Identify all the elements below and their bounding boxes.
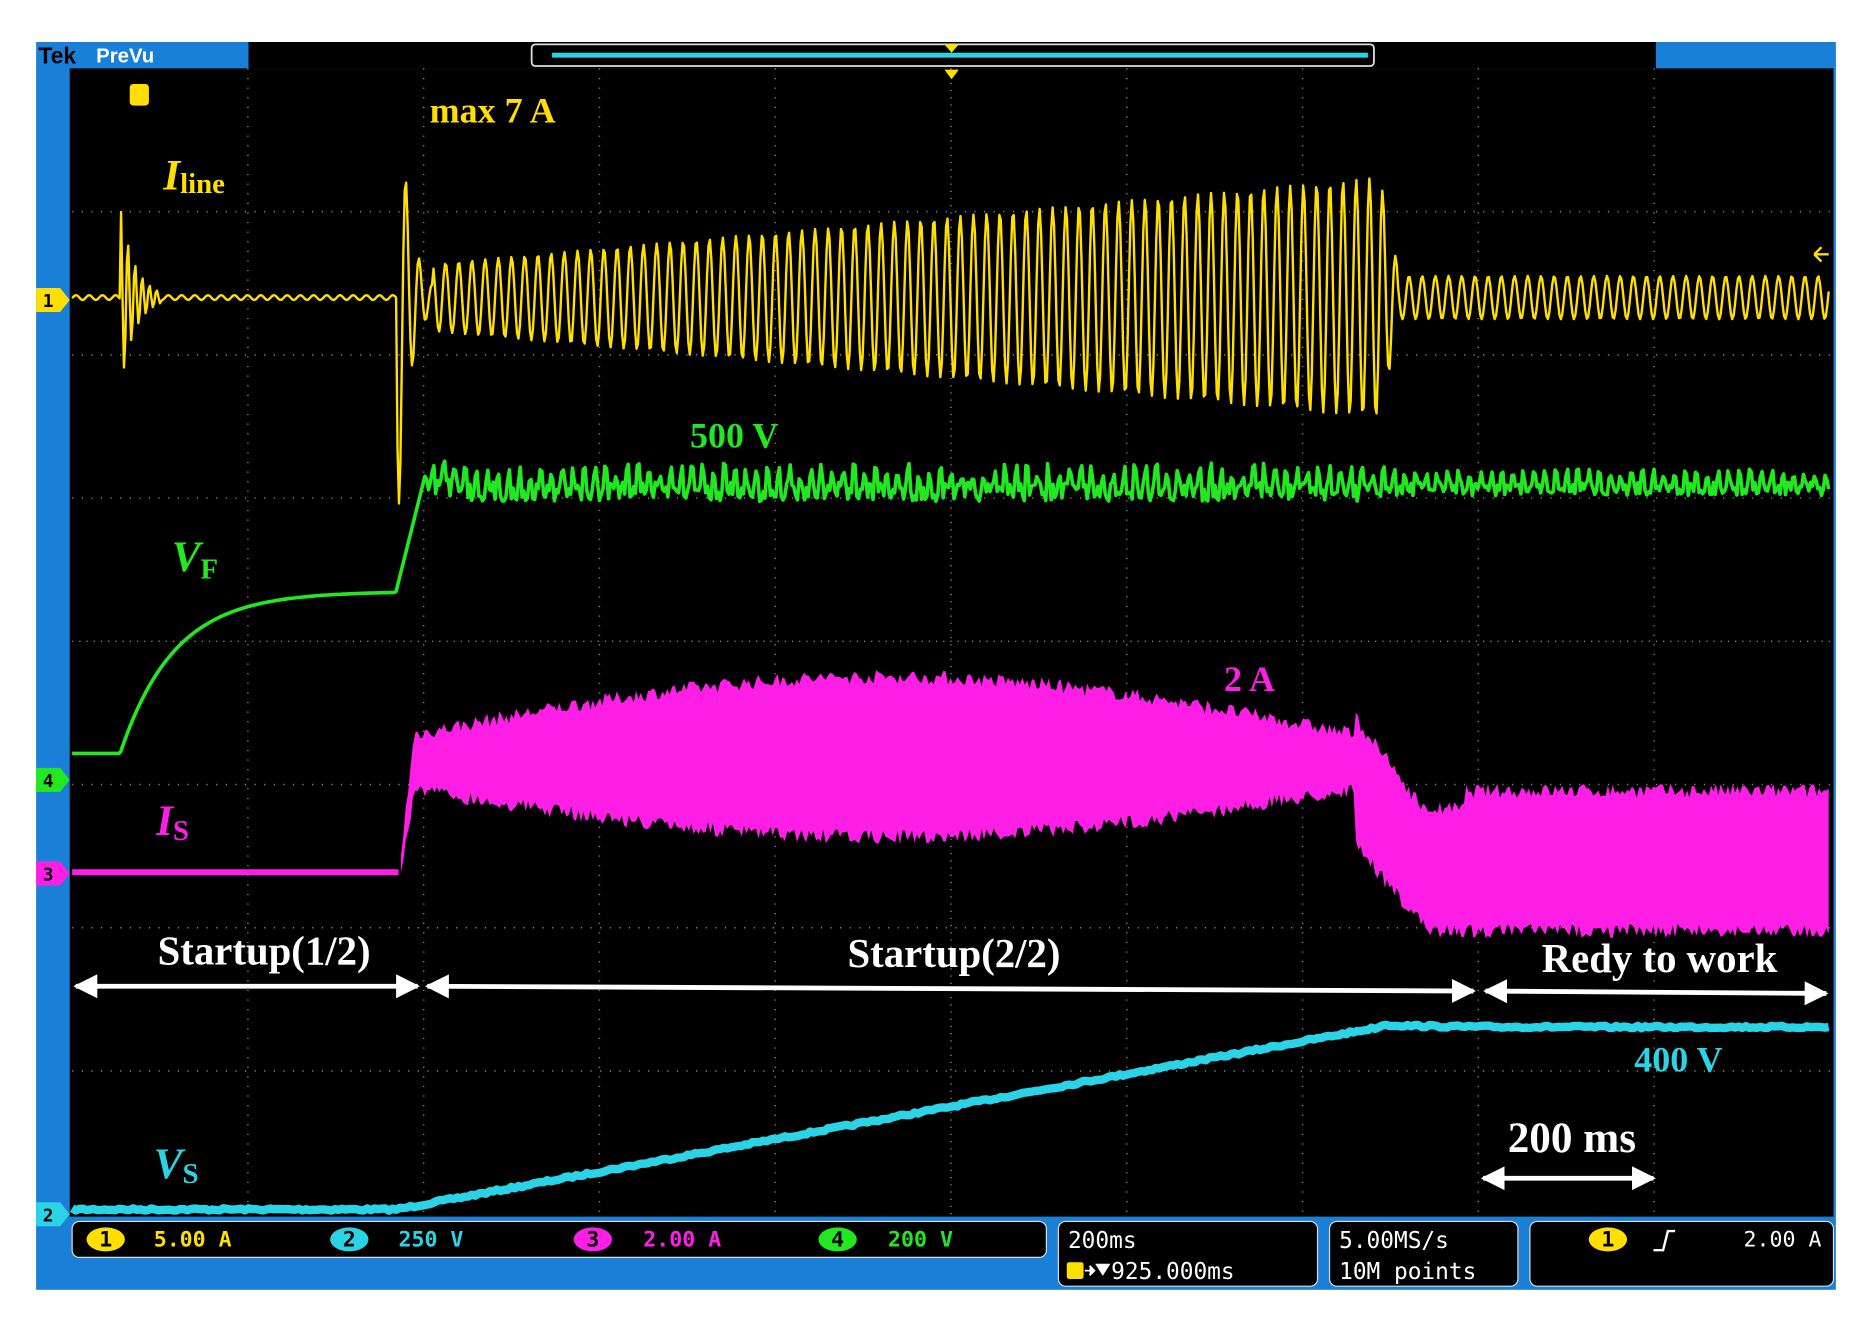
timebase-position: 925.000ms — [1111, 1259, 1234, 1285]
channel-scale: 5.00 A — [154, 1228, 232, 1253]
mode: PreVu — [96, 45, 154, 67]
symbol: V — [172, 534, 204, 581]
marker-label: 1 — [43, 291, 54, 312]
trace-iline — [71, 177, 1830, 505]
waveforms — [69, 177, 1831, 1215]
symbol: V — [154, 1141, 186, 1188]
trace-label: Iline — [162, 153, 225, 201]
trace-is-band — [400, 669, 1829, 939]
graticule-area — [69, 68, 1834, 1217]
trigger-position — [944, 69, 959, 80]
channel-badge — [818, 1227, 857, 1252]
brand: Tek — [39, 43, 77, 69]
channel-marker: 4 — [36, 767, 70, 792]
channel-number: 2 — [343, 1228, 356, 1253]
subscript: F — [201, 553, 219, 585]
subscript: S — [183, 1158, 199, 1190]
annotation: 400 V — [1634, 1039, 1722, 1079]
phase-arrow — [1483, 979, 1829, 1006]
annotation: max 7 A — [430, 90, 556, 130]
trigger-channel: 1 — [1601, 1228, 1614, 1253]
channel-badge — [573, 1227, 613, 1252]
channel-number: 4 — [831, 1228, 844, 1253]
channel-box — [71, 1220, 1047, 1259]
symbol: I — [162, 153, 182, 200]
channel-badge — [86, 1227, 125, 1252]
edge-icon — [1653, 1229, 1676, 1252]
trigger-icon — [129, 83, 149, 106]
sample-rate: 5.00MS/s — [1339, 1228, 1449, 1254]
channel-number: 1 — [99, 1228, 112, 1253]
marker-label: 3 — [43, 865, 54, 886]
channel-scale: 2.00 A — [643, 1228, 721, 1253]
channel-badge — [1588, 1227, 1628, 1252]
phase-arrow — [424, 974, 1476, 1003]
time-scale-label: 200 ms — [1508, 1115, 1636, 1162]
channel-number: 3 — [586, 1228, 599, 1253]
timebase-scale: 200ms — [1068, 1228, 1137, 1254]
trigger-level: 2.00 A — [1744, 1228, 1822, 1253]
acquisition-box — [1328, 1220, 1519, 1287]
marker-label: 2 — [43, 1205, 54, 1226]
timebase-box — [1057, 1220, 1319, 1287]
trigger-icon — [1066, 1262, 1084, 1280]
channel-marker: 3 — [36, 861, 70, 886]
phase-label: Startup(1/2) — [158, 929, 371, 974]
level-marker — [1813, 246, 1829, 263]
phase-label: Redy to work — [1542, 936, 1778, 981]
symbol: I — [155, 798, 175, 845]
annotation: 2 A — [1224, 659, 1275, 699]
record-trigger — [944, 44, 959, 53]
channel-badge — [330, 1227, 369, 1252]
trace-vs — [69, 1020, 1830, 1215]
channel-marker: 2 — [36, 1202, 70, 1226]
trace-label: VS — [154, 1141, 199, 1190]
marker-label: 4 — [43, 771, 54, 792]
record-length: 10M points — [1339, 1259, 1476, 1285]
annotation: 500 V — [690, 416, 778, 456]
channel-scale: 250 V — [398, 1228, 463, 1253]
subscript: line — [180, 168, 225, 200]
trace-label: VF — [172, 534, 218, 585]
position-icon — [1084, 1263, 1111, 1277]
subscript: S — [173, 815, 189, 847]
phase-label: Startup(2/2) — [848, 931, 1061, 976]
channel-marker: 1 — [36, 287, 70, 312]
trace-vf — [72, 459, 1831, 756]
channel-scale: 200 V — [888, 1228, 953, 1253]
trace-label: IS — [155, 798, 189, 847]
graticule — [72, 68, 1830, 1215]
